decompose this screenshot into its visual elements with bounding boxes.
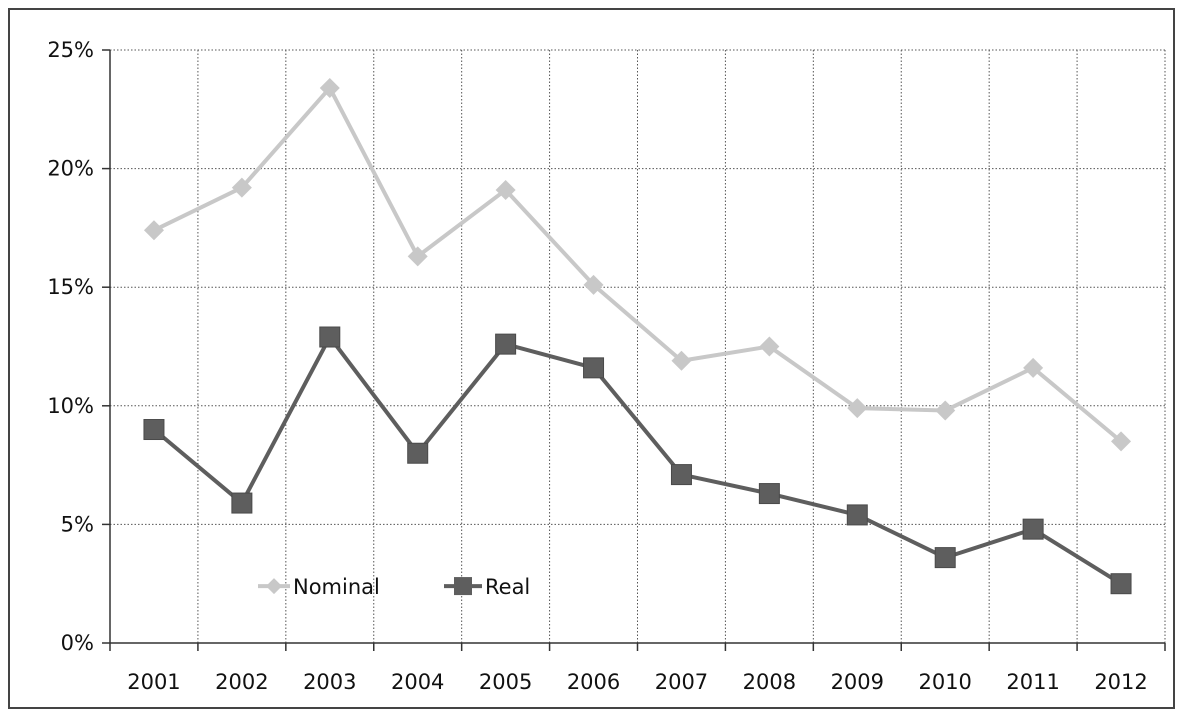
data-point-real bbox=[143, 419, 165, 441]
x-tick-label: 2010 bbox=[918, 670, 971, 694]
grid-lines bbox=[110, 49, 1166, 643]
data-point-real bbox=[1022, 518, 1044, 540]
data-point-nominal bbox=[407, 246, 428, 267]
data-point-nominal bbox=[495, 179, 516, 200]
legend-item-real: Real bbox=[444, 575, 530, 599]
legend-real-marker bbox=[454, 577, 472, 596]
data-point-real bbox=[231, 492, 253, 514]
data-point-nominal bbox=[671, 350, 692, 371]
data-point-nominal bbox=[1023, 357, 1044, 378]
x-tick-label: 2006 bbox=[567, 670, 620, 694]
data-point-real bbox=[319, 326, 341, 348]
legend-real-label: Real bbox=[485, 575, 530, 599]
data-point-nominal bbox=[143, 220, 164, 241]
data-point-nominal bbox=[847, 398, 868, 419]
y-tick-label: 15% bbox=[47, 275, 94, 299]
data-point-real bbox=[846, 504, 868, 526]
series-real bbox=[143, 326, 1132, 595]
legend-item-nominal: Nominal bbox=[258, 575, 380, 599]
x-tick-label: 2002 bbox=[215, 670, 268, 694]
legend-nominal-label: Nominal bbox=[293, 575, 380, 599]
data-point-nominal bbox=[231, 177, 252, 198]
series-layer bbox=[143, 77, 1132, 595]
data-point-real bbox=[495, 333, 517, 355]
y-tick-label: 25% bbox=[47, 38, 94, 62]
x-tick-label: 2008 bbox=[743, 670, 796, 694]
x-tick-label: 2001 bbox=[127, 670, 180, 694]
data-point-nominal bbox=[319, 77, 340, 98]
data-point-real bbox=[670, 464, 692, 486]
x-tick-label: 2004 bbox=[391, 670, 444, 694]
y-tick-label: 10% bbox=[47, 394, 94, 418]
data-point-real bbox=[934, 547, 956, 569]
x-tick-label: 2003 bbox=[303, 670, 356, 694]
data-point-real bbox=[583, 357, 605, 379]
x-axis-ticks: 2001 2002 2003 2004 2005 2006 2007 2008 2009 2010… bbox=[127, 670, 1148, 694]
y-tick-label: 5% bbox=[61, 512, 94, 536]
legend-nominal-marker bbox=[266, 578, 282, 595]
x-tick-label: 2005 bbox=[479, 670, 532, 694]
axes bbox=[102, 49, 1166, 651]
series-nominal bbox=[143, 77, 1132, 452]
x-tick-label: 2009 bbox=[831, 670, 884, 694]
data-point-real bbox=[1110, 573, 1132, 595]
data-point-nominal bbox=[759, 336, 780, 357]
data-point-nominal bbox=[1111, 431, 1132, 452]
data-point-real bbox=[407, 442, 429, 464]
x-tick-label: 2011 bbox=[1006, 670, 1059, 694]
y-axis-ticks: 0% 5% 10% 15% 20% 25% bbox=[47, 38, 94, 655]
data-point-nominal bbox=[583, 274, 604, 295]
x-tick-label: 2012 bbox=[1094, 670, 1147, 694]
series-line-real bbox=[152, 335, 1123, 586]
x-tick-label: 2007 bbox=[655, 670, 708, 694]
data-point-real bbox=[758, 483, 780, 505]
y-tick-label: 0% bbox=[61, 631, 94, 655]
series-line-nominal bbox=[153, 85, 1123, 443]
data-point-nominal bbox=[935, 400, 956, 421]
legend: Nominal Real bbox=[258, 575, 530, 599]
y-tick-label: 20% bbox=[47, 157, 94, 181]
